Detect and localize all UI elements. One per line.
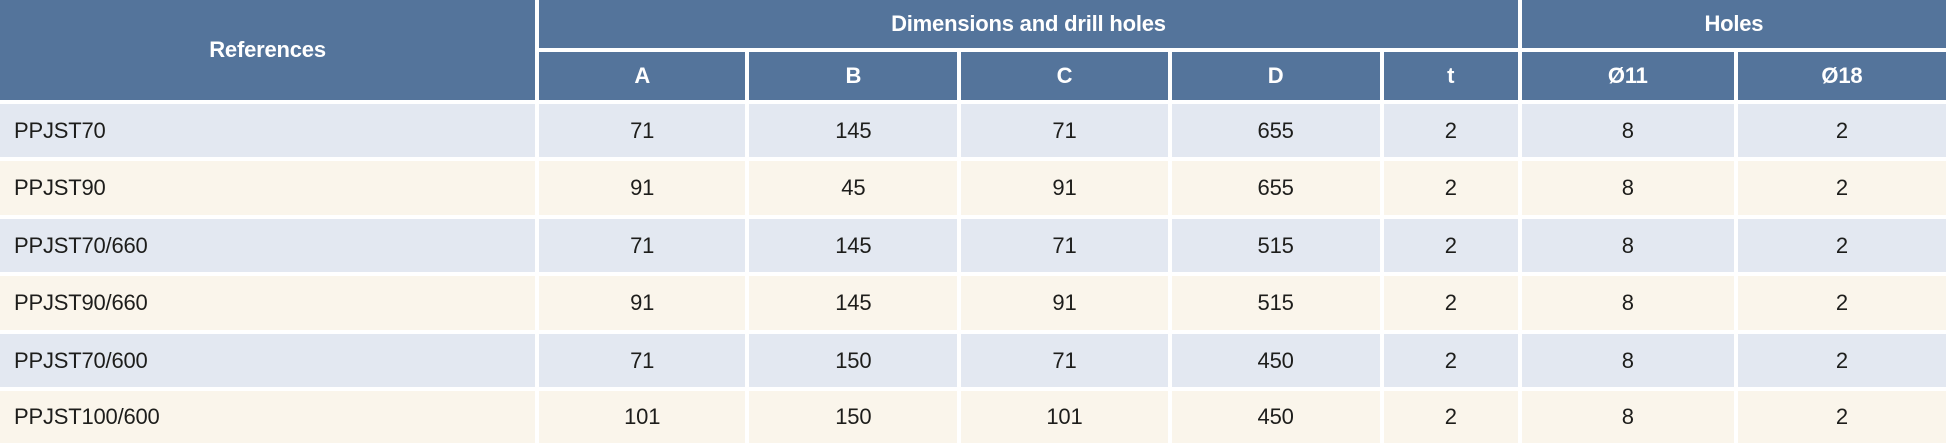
reference-cell: PPJST90 <box>0 157 540 219</box>
column-header-dia18: Ø18 <box>1733 48 1946 104</box>
value-cell-t: 2 <box>1379 272 1522 334</box>
value-cell-b: 145 <box>745 272 962 334</box>
value-cell-dia18: 2 <box>1733 214 1946 277</box>
table-row: PPJST70 71 145 71 655 2 8 2 <box>0 99 1946 162</box>
dimensions-group-header: Dimensions and drill holes <box>535 0 1522 52</box>
header-sub-row: A B C D t Ø11 Ø18 <box>0 48 1946 104</box>
column-header-b: B <box>745 48 962 104</box>
value-cell-a: 71 <box>535 214 750 277</box>
value-cell-d: 450 <box>1167 387 1384 443</box>
value-cell-dia11: 8 <box>1517 329 1738 392</box>
value-cell-b: 145 <box>745 99 962 162</box>
table-row: PPJST70/660 71 145 71 515 2 8 2 <box>0 214 1946 277</box>
value-cell-t: 2 <box>1379 157 1522 219</box>
value-cell-a: 71 <box>535 329 750 392</box>
column-header-t: t <box>1379 48 1522 104</box>
value-cell-dia18: 2 <box>1733 99 1946 162</box>
table-row: PPJST90 91 45 91 655 2 8 2 <box>0 157 1946 219</box>
table-row: PPJST70/600 71 150 71 450 2 8 2 <box>0 329 1946 392</box>
value-cell-b: 150 <box>745 387 962 443</box>
value-cell-d: 450 <box>1167 329 1384 392</box>
column-header-dia11: Ø11 <box>1517 48 1738 104</box>
header-group-row: References Dimensions and drill holes Ho… <box>0 0 1946 104</box>
value-cell-c: 71 <box>957 214 1172 277</box>
value-cell-a: 91 <box>535 272 750 334</box>
reference-cell: PPJST70/660 <box>0 214 540 277</box>
value-cell-c: 71 <box>957 99 1172 162</box>
value-cell-d: 655 <box>1167 99 1384 162</box>
references-column-header: References <box>0 0 540 104</box>
value-cell-dia11: 8 <box>1517 387 1738 443</box>
value-cell-dia11: 8 <box>1517 99 1738 162</box>
value-cell-t: 2 <box>1379 387 1522 443</box>
value-cell-c: 91 <box>957 272 1172 334</box>
value-cell-dia11: 8 <box>1517 157 1738 219</box>
value-cell-a: 91 <box>535 157 750 219</box>
value-cell-dia18: 2 <box>1733 329 1946 392</box>
value-cell-a: 71 <box>535 99 750 162</box>
value-cell-a: 101 <box>535 387 750 443</box>
value-cell-dia11: 8 <box>1517 214 1738 277</box>
column-header-d: D <box>1167 48 1384 104</box>
value-cell-b: 145 <box>745 214 962 277</box>
value-cell-t: 2 <box>1379 329 1522 392</box>
column-header-c: C <box>957 48 1172 104</box>
value-cell-d: 515 <box>1167 272 1384 334</box>
value-cell-b: 45 <box>745 157 962 219</box>
value-cell-c: 71 <box>957 329 1172 392</box>
value-cell-d: 515 <box>1167 214 1384 277</box>
reference-cell: PPJST90/660 <box>0 272 540 334</box>
value-cell-dia18: 2 <box>1733 387 1946 443</box>
value-cell-b: 150 <box>745 329 962 392</box>
table-row: PPJST100/600 101 150 101 450 2 8 2 <box>0 387 1946 443</box>
reference-cell: PPJST70 <box>0 99 540 162</box>
value-cell-dia18: 2 <box>1733 157 1946 219</box>
value-cell-dia18: 2 <box>1733 272 1946 334</box>
holes-group-header: Holes <box>1517 0 1946 52</box>
value-cell-c: 101 <box>957 387 1172 443</box>
value-cell-c: 91 <box>957 157 1172 219</box>
reference-cell: PPJST100/600 <box>0 387 540 443</box>
column-header-a: A <box>537 48 750 104</box>
value-cell-t: 2 <box>1379 99 1522 162</box>
value-cell-d: 655 <box>1167 157 1384 219</box>
value-cell-dia11: 8 <box>1517 272 1738 334</box>
value-cell-t: 2 <box>1379 214 1522 277</box>
table-row: PPJST90/660 91 145 91 515 2 8 2 <box>0 272 1946 334</box>
reference-cell: PPJST70/600 <box>0 329 540 392</box>
